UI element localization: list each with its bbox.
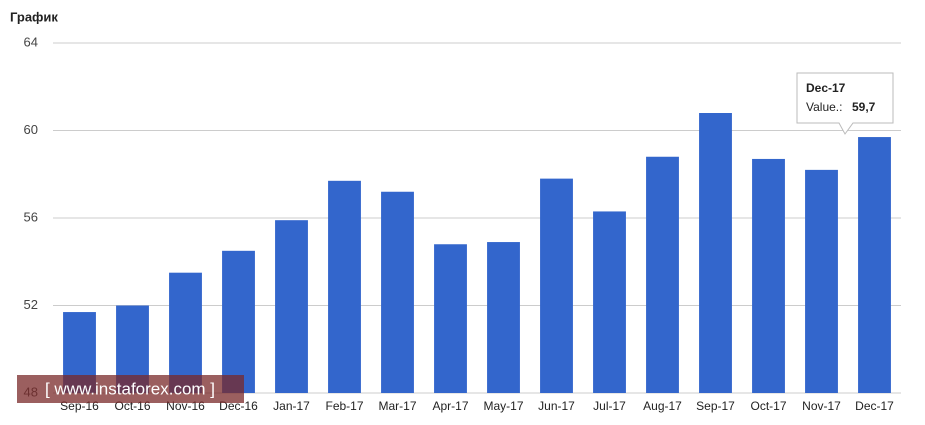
bar	[222, 250, 255, 393]
bar	[434, 244, 467, 393]
x-tick-label: Aug-17	[643, 399, 682, 413]
bar	[540, 178, 573, 393]
bar	[593, 211, 626, 393]
watermark-text: [ www.instaforex.com ]	[45, 379, 215, 398]
x-tick-label: Sep-17	[696, 399, 735, 413]
x-tick-label: Feb-17	[325, 399, 363, 413]
bar	[858, 137, 891, 393]
chart-title: График	[10, 9, 58, 24]
x-tick-label: Dec-17	[855, 399, 894, 413]
x-tick-label: Jan-17	[273, 399, 310, 413]
tooltip-value: 59,7	[852, 100, 876, 114]
x-tick-label: Apr-17	[432, 399, 468, 413]
watermark: [ www.instaforex.com ]	[17, 375, 244, 403]
bar	[699, 113, 732, 393]
tooltip-title: Dec-17	[806, 81, 846, 95]
bar	[646, 156, 679, 393]
x-tick-label: Oct-17	[750, 399, 786, 413]
bar	[752, 158, 785, 393]
tooltip-box	[796, 72, 894, 135]
bar	[381, 191, 414, 393]
x-tick-label: Mar-17	[378, 399, 416, 413]
bar	[169, 272, 202, 393]
plot-area: 4852566064Sep-16Oct-16Nov-16Dec-16Jan-17…	[24, 34, 901, 413]
tooltip-label: Value.:	[806, 100, 842, 114]
bar	[275, 220, 308, 393]
x-tick-label: Jun-17	[538, 399, 575, 413]
watermark-box	[17, 375, 244, 403]
y-tick-label: 64	[24, 34, 38, 49]
y-tick-label: 56	[24, 209, 38, 224]
y-tick-label: 60	[24, 122, 38, 137]
x-tick-label: Nov-17	[802, 399, 841, 413]
bar	[805, 169, 838, 393]
bar	[487, 242, 520, 393]
x-tick-label: May-17	[483, 399, 523, 413]
x-tick-label: Jul-17	[593, 399, 626, 413]
bar	[328, 180, 361, 393]
tooltip: Dec-17 Value.: 59,7	[796, 72, 894, 135]
y-tick-label: 52	[24, 297, 38, 312]
